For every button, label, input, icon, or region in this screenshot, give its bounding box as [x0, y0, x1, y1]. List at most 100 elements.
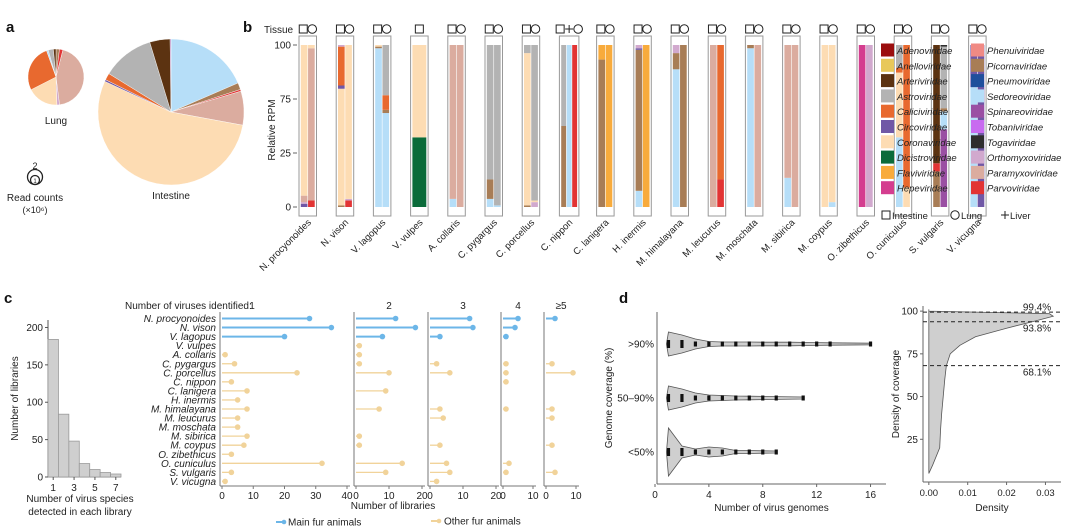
- bar-segment-sedoreoviridae: [566, 45, 572, 207]
- density-ref-label-0: 99.4%: [1023, 303, 1051, 314]
- lollipop-dot-o-cuniculus: [399, 460, 406, 467]
- legend-swatch-caliciviridae: [881, 104, 894, 118]
- tissue-square-icon: [298, 24, 308, 34]
- violin-point-6: [734, 449, 738, 455]
- lollipop-dot-s-vulgaris: [447, 469, 453, 476]
- lollipop-dot-c-pygargus: [433, 360, 440, 367]
- legend-liver-icon: [1001, 211, 1009, 219]
- read-count-size-legend: 2 1 Read counts (×10⁶): [7, 161, 63, 215]
- violin-point-6: [734, 395, 738, 401]
- bar-segment-sedoreoviridae: [449, 198, 457, 207]
- bar-segment-orthomyxoviridae: [338, 45, 345, 47]
- violin-point-7: [747, 395, 751, 401]
- bar-segment-parvoviridae: [308, 200, 315, 207]
- legend-label-togaviridae: Togaviridae: [987, 138, 1036, 149]
- tissue-circle-icon: [344, 24, 355, 34]
- legend-swatch-orthomyxoviridae: [971, 150, 984, 164]
- legend-swatch-phenuiviridae: [971, 43, 984, 57]
- violin-point-5: [720, 449, 724, 455]
- hist-y-tick-label-100: 100: [26, 398, 43, 409]
- species-label-c-nippon: C. nippon: [173, 377, 216, 388]
- tissue-square-icon: [521, 24, 531, 34]
- density-ref-label-2: 68.1%: [1023, 368, 1051, 379]
- x-tick-label-c-pygargus: C. pygargus: [456, 217, 500, 261]
- violin-group-label-1: 50–90%: [617, 394, 654, 405]
- lollipop-dot-m-himalayana: [503, 406, 509, 412]
- x-tick-label-h-inermis: H. inermis: [611, 217, 649, 255]
- bar-segment-caliciviridae: [903, 45, 910, 188]
- violin-x-tick-label-16: 16: [865, 490, 877, 501]
- lollipop-header: Number of viruses identified:: [125, 301, 252, 312]
- lollipop-dot-n-procyonoides: [306, 315, 313, 322]
- violin-point-6: [734, 341, 738, 347]
- lollipop-dot-s-vulgaris: [503, 469, 509, 476]
- lollipop-dot-v-lagopus: [379, 333, 386, 340]
- lollipop-dot-c-pygargus: [231, 360, 238, 367]
- legend-swatch-paramyxoviridae: [971, 165, 984, 179]
- violin-y-axis-label: Genome coverage (%): [604, 348, 615, 449]
- lollipop-x-axis-label: Number of libraries: [351, 501, 435, 512]
- legend-swatch-sedoreoviridae: [971, 89, 984, 103]
- bar-segment-coronaviridae: [345, 45, 352, 199]
- tissue-circle-icon: [493, 24, 504, 34]
- species-label-v-vulpes: V. vulpes: [176, 341, 216, 352]
- bar-segment-flaviviridae: [642, 45, 650, 207]
- density-x-tick-label-0.01: 0.01: [958, 488, 977, 499]
- bar-segment-picornaviridae: [382, 109, 390, 114]
- bar-segment-picornaviridae: [375, 46, 382, 49]
- lollipop-x-tick-label-30: 30: [310, 491, 322, 502]
- bar-segment-coronaviridae: [338, 88, 345, 206]
- tissue-circle-icon: [307, 24, 318, 34]
- legend-label-spinareoviridae: Spinareoviridae: [987, 107, 1053, 118]
- violin-point-2: [680, 340, 684, 348]
- lollipop-dot-s-vulgaris: [382, 469, 389, 476]
- species-label-o-cuniculus: O. cuniculus: [161, 459, 216, 470]
- lollipop-dot-m-coypus: [549, 442, 555, 449]
- bar-segment-caliciviridae: [382, 95, 390, 110]
- legend-intestine-icon: [881, 210, 891, 220]
- bar-segment-dicistroviridae: [412, 137, 427, 207]
- x-tick-label-s-vulgaris: S. vulgaris: [907, 217, 946, 256]
- lollipop-dot-n-procyonoides: [392, 315, 399, 322]
- bar-group-n-vison: N. vison: [319, 24, 355, 249]
- legend-label-astroviridae: Astroviridae: [896, 92, 947, 103]
- lollipop-dot-v-lagopus: [437, 333, 443, 340]
- pie-label-intestine: Intestine: [152, 191, 190, 202]
- tissue-circle-icon: [753, 24, 764, 34]
- lollipop-dot-m-himalayana: [437, 406, 443, 412]
- x-tick-label-c-lanigera: C. lanigera: [571, 217, 612, 258]
- lollipop-dot-h-inermis: [234, 397, 241, 403]
- tissue-circle-icon: [865, 24, 876, 34]
- group-header-2: 3: [460, 301, 466, 312]
- size-label-2: 2: [32, 161, 37, 171]
- bar-segment-togaviridae: [940, 45, 948, 47]
- violin-x-tick-label-4: 4: [706, 490, 712, 501]
- y-tick-label-100: 100: [274, 41, 291, 52]
- species-label-v-vicugna: V. vicugna: [170, 477, 216, 488]
- tissue-circle-icon: [977, 24, 987, 34]
- tissue-circle-icon: [573, 24, 583, 34]
- bar-segment-coronaviridae: [531, 200, 538, 203]
- tissue-square-icon: [856, 24, 866, 34]
- density-x-tick-label-0.02: 0.02: [997, 488, 1016, 499]
- lollipop-dot-v-vulpes: [356, 342, 363, 349]
- lollipop-dot-m-leucurus: [234, 415, 241, 421]
- lollipop-dot-c-porcellus: [447, 370, 453, 376]
- bar-segment-coronaviridae: [896, 72, 903, 138]
- size-legend-title: Read counts: [7, 193, 63, 204]
- bar-group-s-vulgaris: S. vulgaris: [907, 24, 950, 256]
- violin-point-3: [693, 395, 698, 401]
- x-tick-label-a-collaris: A. collaris: [426, 217, 463, 254]
- lollipop-panel-4: 4 0 10: [500, 301, 539, 502]
- violin-point-7: [747, 449, 751, 455]
- bar-segment-sedoreoviridae: [940, 111, 948, 130]
- violin-x-tick-label-0: 0: [652, 490, 658, 501]
- legend-swatch-arteriviridae: [881, 74, 894, 88]
- pie-slice-lung-caliciviridae: [27, 50, 57, 90]
- tissue-circle-icon: [828, 24, 838, 34]
- bar-segment-sedoreoviridae: [375, 48, 382, 207]
- lollipop-dot-m-himalayana: [376, 406, 382, 412]
- lollipop-dot-c-porcellus: [570, 370, 576, 376]
- density-y-tick-label-75: 75: [907, 349, 919, 360]
- bar-segment-circoviridae: [300, 203, 308, 207]
